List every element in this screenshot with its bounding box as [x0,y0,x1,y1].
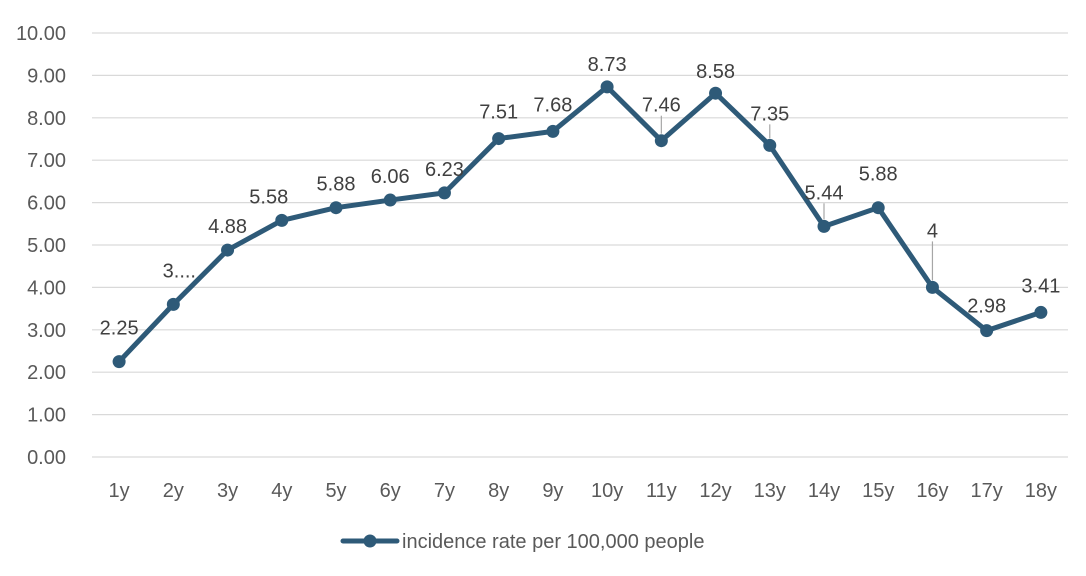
x-tick-label: 10y [591,480,623,502]
data-label: 8.73 [588,54,627,76]
data-label: 4.88 [208,216,247,238]
y-tick-label: 0.00 [27,447,66,469]
data-point [763,138,777,152]
legend-marker-swatch [363,534,377,548]
legend-label: incidence rate per 100,000 people [402,531,704,553]
x-tick-label: 6y [380,480,401,502]
x-tick-label: 4y [271,480,292,502]
x-axis-ticks: 1y 2y 3y 4y 5y 6y 7y 8y 9y 10y 11y 12y 13y 14y 15y 16y 1… [109,480,1057,502]
data-point [329,201,343,215]
data-label: 4 [927,220,938,242]
x-tick-label: 11y [646,480,677,502]
data-label: 5.44 [805,182,844,204]
data-point [221,243,235,257]
y-tick-label: 5.00 [27,235,66,257]
data-point [654,134,668,148]
data-label: 8.58 [696,61,735,83]
data-point [817,219,831,233]
y-tick-label: 7.00 [27,150,66,172]
label-leader-lines [660,115,934,281]
x-tick-label: 14y [808,480,840,502]
x-tick-label: 13y [754,480,786,502]
x-tick-label: 15y [862,480,894,502]
data-point [112,355,126,369]
data-point [437,186,451,200]
data-label: 7.35 [750,103,789,125]
x-tick-label: 17y [971,480,1003,502]
y-tick-label: 2.00 [27,362,66,384]
y-tick-label: 8.00 [27,108,66,130]
data-labels: 2.25 3.... 4.885.58 5.88 6.06 6.23 7.51 7.68 8.7… [100,54,1061,340]
data-point [546,124,560,138]
data-point [383,193,397,207]
data-label: 3.... [163,260,196,282]
x-tick-label: 2y [163,480,184,502]
y-tick-label: 6.00 [27,193,66,215]
data-label: 7.51 [479,102,518,124]
data-point [709,86,723,100]
x-tick-label: 8y [488,480,509,502]
data-point [980,324,994,338]
data-point [600,80,614,94]
data-label: 5.88 [317,174,356,196]
x-tick-label: 1y [109,480,130,502]
legend: incidence rate per 100,000 people [340,531,704,553]
data-point [166,297,180,311]
data-point [1034,305,1048,319]
series-layer [112,80,1048,369]
data-point [492,132,506,146]
x-tick-label: 18y [1025,480,1057,502]
series-line [116,84,1044,365]
data-label: 3.41 [1021,275,1060,297]
data-label: 7.46 [642,95,681,117]
y-tick-label: 10.00 [16,23,66,45]
data-label: 6.23 [425,159,464,181]
y-tick-label: 1.00 [27,405,66,427]
x-tick-label: 5y [325,480,346,502]
x-tick-label: 9y [542,480,563,502]
data-label: 7.68 [533,94,572,116]
gridlines [92,32,1068,458]
x-tick-label: 12y [699,480,731,502]
x-tick-label: 3y [217,480,238,502]
data-label: 5.58 [249,186,288,208]
y-axis-ticks: 0.00 1.00 2.00 3.00 4.00 5.00 6.00 7.00 8.00 9.00… [16,23,66,469]
y-tick-label: 3.00 [27,320,66,342]
data-point [871,201,885,215]
y-tick-label: 4.00 [27,277,66,299]
data-point [925,280,939,294]
x-tick-label: 7y [434,480,455,502]
data-label: 5.88 [859,164,898,186]
data-point [275,213,289,227]
data-label: 6.06 [371,166,410,188]
data-label: 2.98 [967,296,1006,318]
data-label: 2.25 [100,318,139,340]
y-tick-label: 9.00 [27,65,66,87]
x-tick-label: 16y [916,480,948,502]
